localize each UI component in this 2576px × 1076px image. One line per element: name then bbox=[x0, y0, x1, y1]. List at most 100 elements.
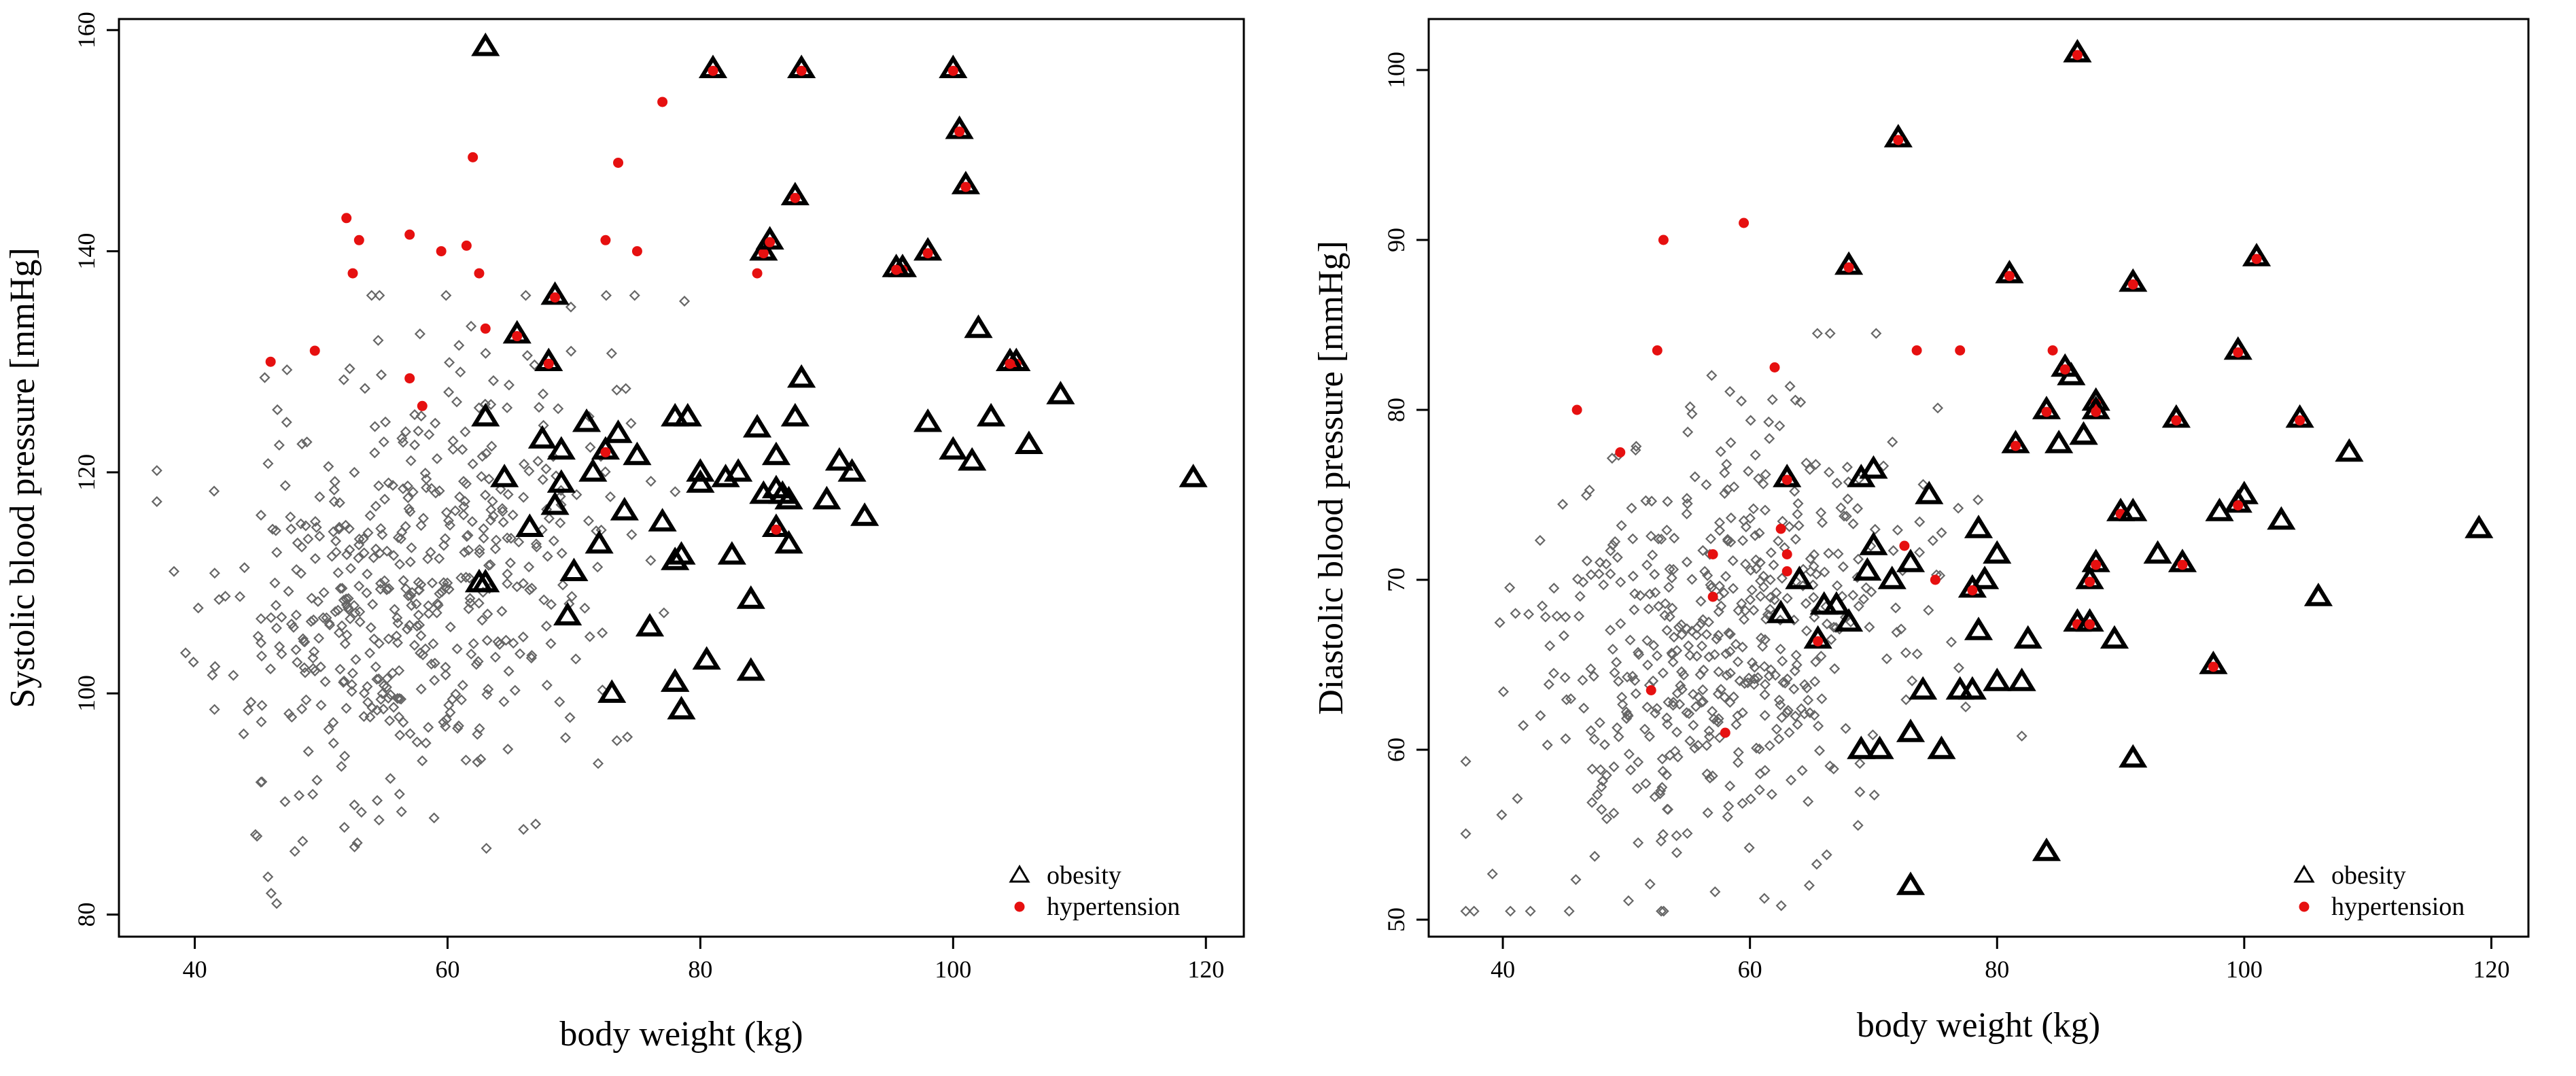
normal-point bbox=[256, 699, 268, 711]
normal-point bbox=[1770, 670, 1781, 681]
normal-point bbox=[1660, 769, 1673, 781]
normal-point bbox=[1713, 580, 1725, 592]
obesity-point bbox=[1865, 735, 1894, 759]
normal-point bbox=[348, 600, 360, 611]
normal-point bbox=[1657, 667, 1669, 679]
normal-point bbox=[1641, 635, 1653, 646]
normal-point bbox=[1601, 813, 1613, 825]
normal-point bbox=[1793, 520, 1805, 532]
normal-point bbox=[1744, 594, 1756, 606]
normal-point bbox=[373, 673, 385, 684]
normal-point bbox=[270, 600, 282, 611]
normal-point bbox=[571, 489, 582, 500]
normal-point bbox=[1810, 656, 1822, 667]
normal-point bbox=[438, 577, 449, 589]
normal-point bbox=[345, 563, 357, 574]
normal-point bbox=[394, 788, 405, 800]
normal-point bbox=[1649, 568, 1660, 580]
normal-point bbox=[1613, 731, 1624, 742]
normal-point bbox=[1698, 664, 1709, 676]
normal-point bbox=[1672, 751, 1684, 763]
hypertension-point bbox=[2072, 50, 2083, 60]
normal-point bbox=[1641, 701, 1653, 713]
hypertension-point bbox=[631, 246, 642, 257]
normal-point bbox=[502, 578, 513, 589]
normal-point bbox=[606, 347, 617, 359]
normal-point bbox=[1696, 640, 1708, 652]
normal-point bbox=[1623, 748, 1635, 760]
obesity-point bbox=[2242, 243, 2272, 266]
normal-point bbox=[1815, 507, 1827, 519]
normal-point bbox=[1633, 837, 1644, 848]
normal-point bbox=[1613, 676, 1624, 687]
normal-point bbox=[330, 535, 342, 547]
y-tick-label: 50 bbox=[1382, 907, 1410, 932]
normal-point bbox=[1629, 604, 1640, 616]
y-tick-label: 160 bbox=[73, 12, 100, 48]
normal-point bbox=[312, 595, 324, 608]
normal-point bbox=[425, 658, 437, 670]
normal-point bbox=[341, 549, 353, 561]
normal-point bbox=[1612, 722, 1623, 733]
obesity-point bbox=[761, 474, 791, 499]
normal-point bbox=[281, 417, 292, 428]
normal-point bbox=[1581, 555, 1592, 567]
normal-point bbox=[502, 568, 513, 580]
normal-point bbox=[476, 614, 488, 626]
normal-point bbox=[361, 587, 372, 599]
normal-point bbox=[1900, 694, 1912, 706]
normal-point bbox=[394, 665, 405, 676]
normal-point bbox=[440, 661, 451, 673]
normal-point bbox=[209, 704, 220, 715]
normal-point bbox=[373, 814, 385, 826]
obesity-point bbox=[1883, 124, 1913, 147]
y-tick-label: 60 bbox=[1382, 737, 1410, 762]
normal-point bbox=[537, 388, 549, 400]
obesity-point bbox=[1014, 430, 1043, 455]
normal-point bbox=[502, 402, 513, 413]
normal-point bbox=[369, 447, 381, 459]
obesity-point bbox=[1995, 260, 2024, 283]
normal-point bbox=[1643, 603, 1654, 614]
normal-point bbox=[1608, 808, 1620, 819]
normal-point bbox=[326, 551, 338, 562]
normal-point bbox=[545, 599, 557, 610]
normal-point bbox=[1835, 502, 1847, 514]
normal-point bbox=[1720, 570, 1732, 582]
normal-point bbox=[1560, 611, 1571, 623]
normal-point bbox=[269, 577, 281, 589]
normal-point bbox=[1667, 699, 1679, 711]
normal-point bbox=[440, 506, 452, 518]
obesity-point bbox=[2032, 396, 2061, 419]
normal-point bbox=[314, 530, 326, 542]
hypertension-point bbox=[404, 229, 415, 240]
normal-point bbox=[425, 546, 436, 558]
normal-point bbox=[466, 516, 478, 527]
normal-point bbox=[1682, 828, 1693, 839]
normal-point bbox=[353, 539, 365, 551]
normal-point bbox=[485, 398, 497, 411]
normal-point bbox=[271, 546, 283, 558]
normal-point bbox=[1798, 708, 1810, 720]
hypertension-point bbox=[796, 65, 807, 76]
normal-point bbox=[1764, 433, 1775, 445]
normal-point bbox=[1714, 525, 1726, 536]
normal-point bbox=[334, 497, 345, 508]
normal-point bbox=[1748, 604, 1760, 616]
obesity-point bbox=[1834, 251, 1864, 275]
normal-point bbox=[1847, 589, 1859, 601]
hypertension-point bbox=[1775, 523, 1786, 534]
y-tick-label: 90 bbox=[1382, 228, 1410, 252]
normal-point bbox=[332, 567, 344, 578]
normal-point bbox=[300, 520, 311, 532]
normal-point bbox=[1815, 650, 1827, 662]
hypertension-point bbox=[2085, 576, 2095, 587]
normal-point bbox=[1668, 631, 1679, 643]
normal-point bbox=[478, 523, 489, 534]
hypertension-point bbox=[1899, 540, 1910, 551]
normal-point bbox=[395, 533, 406, 544]
normal-point bbox=[443, 386, 455, 398]
normal-point bbox=[1776, 712, 1788, 723]
normal-point bbox=[1703, 725, 1715, 737]
normal-point bbox=[1655, 785, 1667, 797]
